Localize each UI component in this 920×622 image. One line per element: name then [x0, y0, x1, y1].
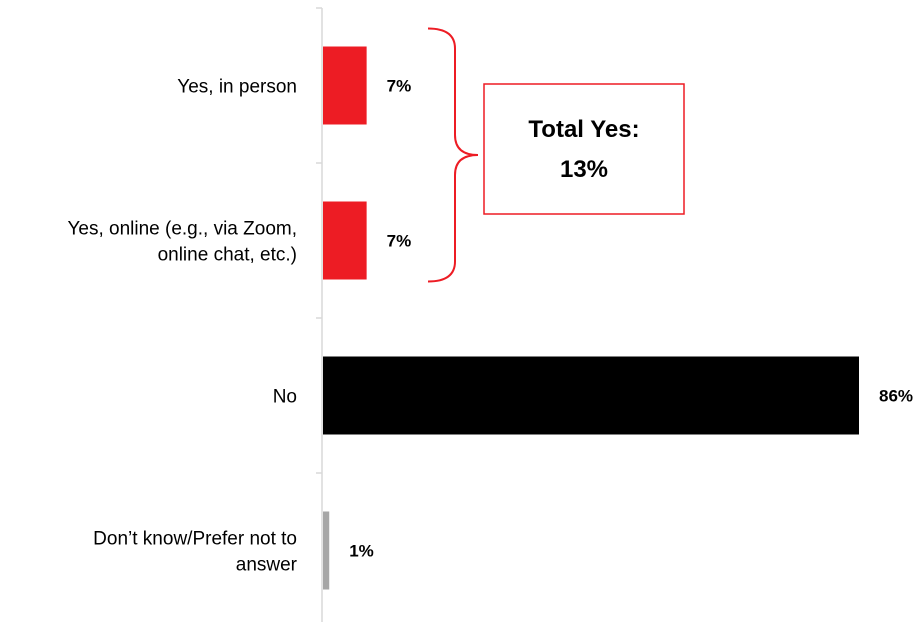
callout-box — [483, 83, 685, 215]
category-label: No — [273, 387, 297, 408]
category-label: answer — [236, 555, 298, 576]
category-label: Don’t know/Prefer not to — [93, 529, 297, 550]
data-label: 7% — [387, 77, 412, 96]
bar — [323, 201, 367, 280]
data-label: 86% — [879, 387, 913, 406]
callout-bracket — [427, 27, 479, 283]
bar — [323, 511, 330, 590]
category-label: online chat, etc.) — [158, 245, 297, 266]
category-label: Yes, online (e.g., via Zoom, — [67, 219, 297, 240]
bar — [323, 46, 367, 125]
category-label: Yes, in person — [177, 77, 297, 98]
callout-text: Total Yes: — [528, 116, 639, 143]
data-label: 7% — [387, 232, 412, 251]
callout-text: 13% — [560, 156, 608, 183]
bar — [323, 356, 859, 435]
data-label: 1% — [349, 542, 374, 561]
